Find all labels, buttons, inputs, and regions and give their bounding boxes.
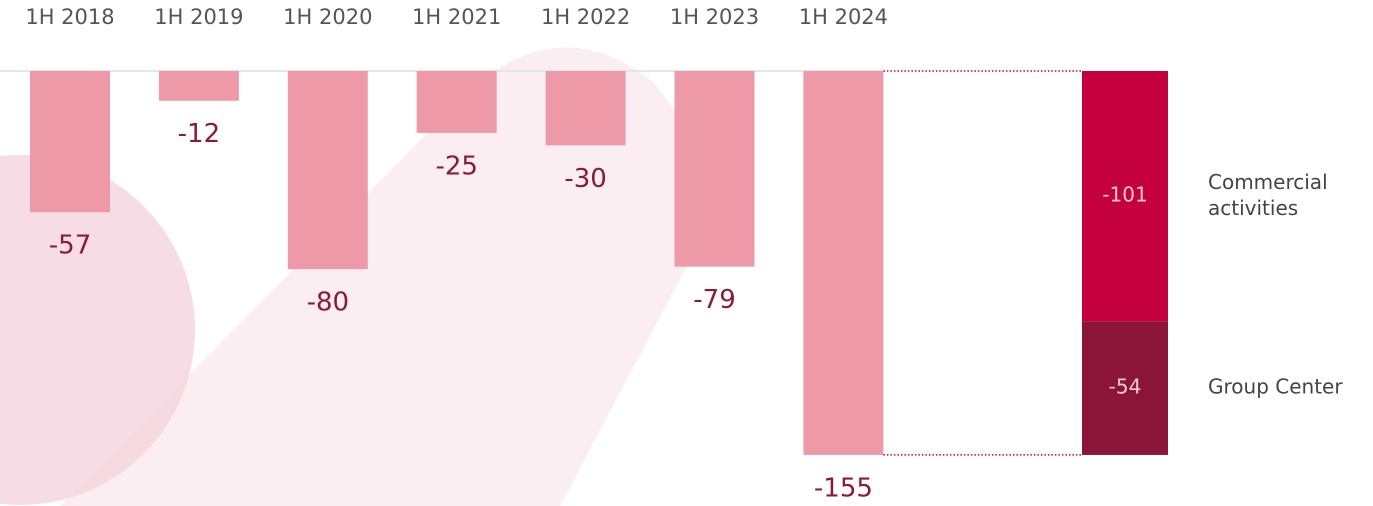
background-decoration xyxy=(0,47,699,506)
bar xyxy=(674,71,755,267)
value-label: -57 xyxy=(49,231,91,261)
segment-label: -101 xyxy=(1102,183,1147,207)
value-label: -80 xyxy=(307,288,349,318)
category-label: 1H 2018 xyxy=(25,5,114,29)
bar xyxy=(803,71,884,455)
stack-segment xyxy=(1082,71,1168,322)
value-label: -12 xyxy=(178,119,220,149)
category-label: 1H 2023 xyxy=(670,5,759,29)
category-label: 1H 2022 xyxy=(541,5,630,29)
bar xyxy=(545,71,626,146)
segment-label: -54 xyxy=(1109,375,1142,399)
bar xyxy=(416,71,497,133)
decor-circle xyxy=(0,155,195,505)
value-label: -79 xyxy=(693,285,735,315)
value-label: -25 xyxy=(435,151,477,181)
value-label: -30 xyxy=(564,164,606,194)
bar xyxy=(30,71,110,213)
legend-label: Commercial activities xyxy=(1208,170,1328,220)
value-label: -155 xyxy=(814,473,873,503)
category-label: 1H 2019 xyxy=(154,5,243,29)
legend-label: Group Center xyxy=(1208,375,1343,399)
bar xyxy=(158,71,239,101)
decor-shape xyxy=(60,47,699,506)
category-label: 1H 2024 xyxy=(799,5,888,29)
category-label: 1H 2021 xyxy=(412,5,501,29)
stack-segment xyxy=(1082,321,1168,455)
bar xyxy=(287,71,368,270)
category-label: 1H 2020 xyxy=(283,5,372,29)
